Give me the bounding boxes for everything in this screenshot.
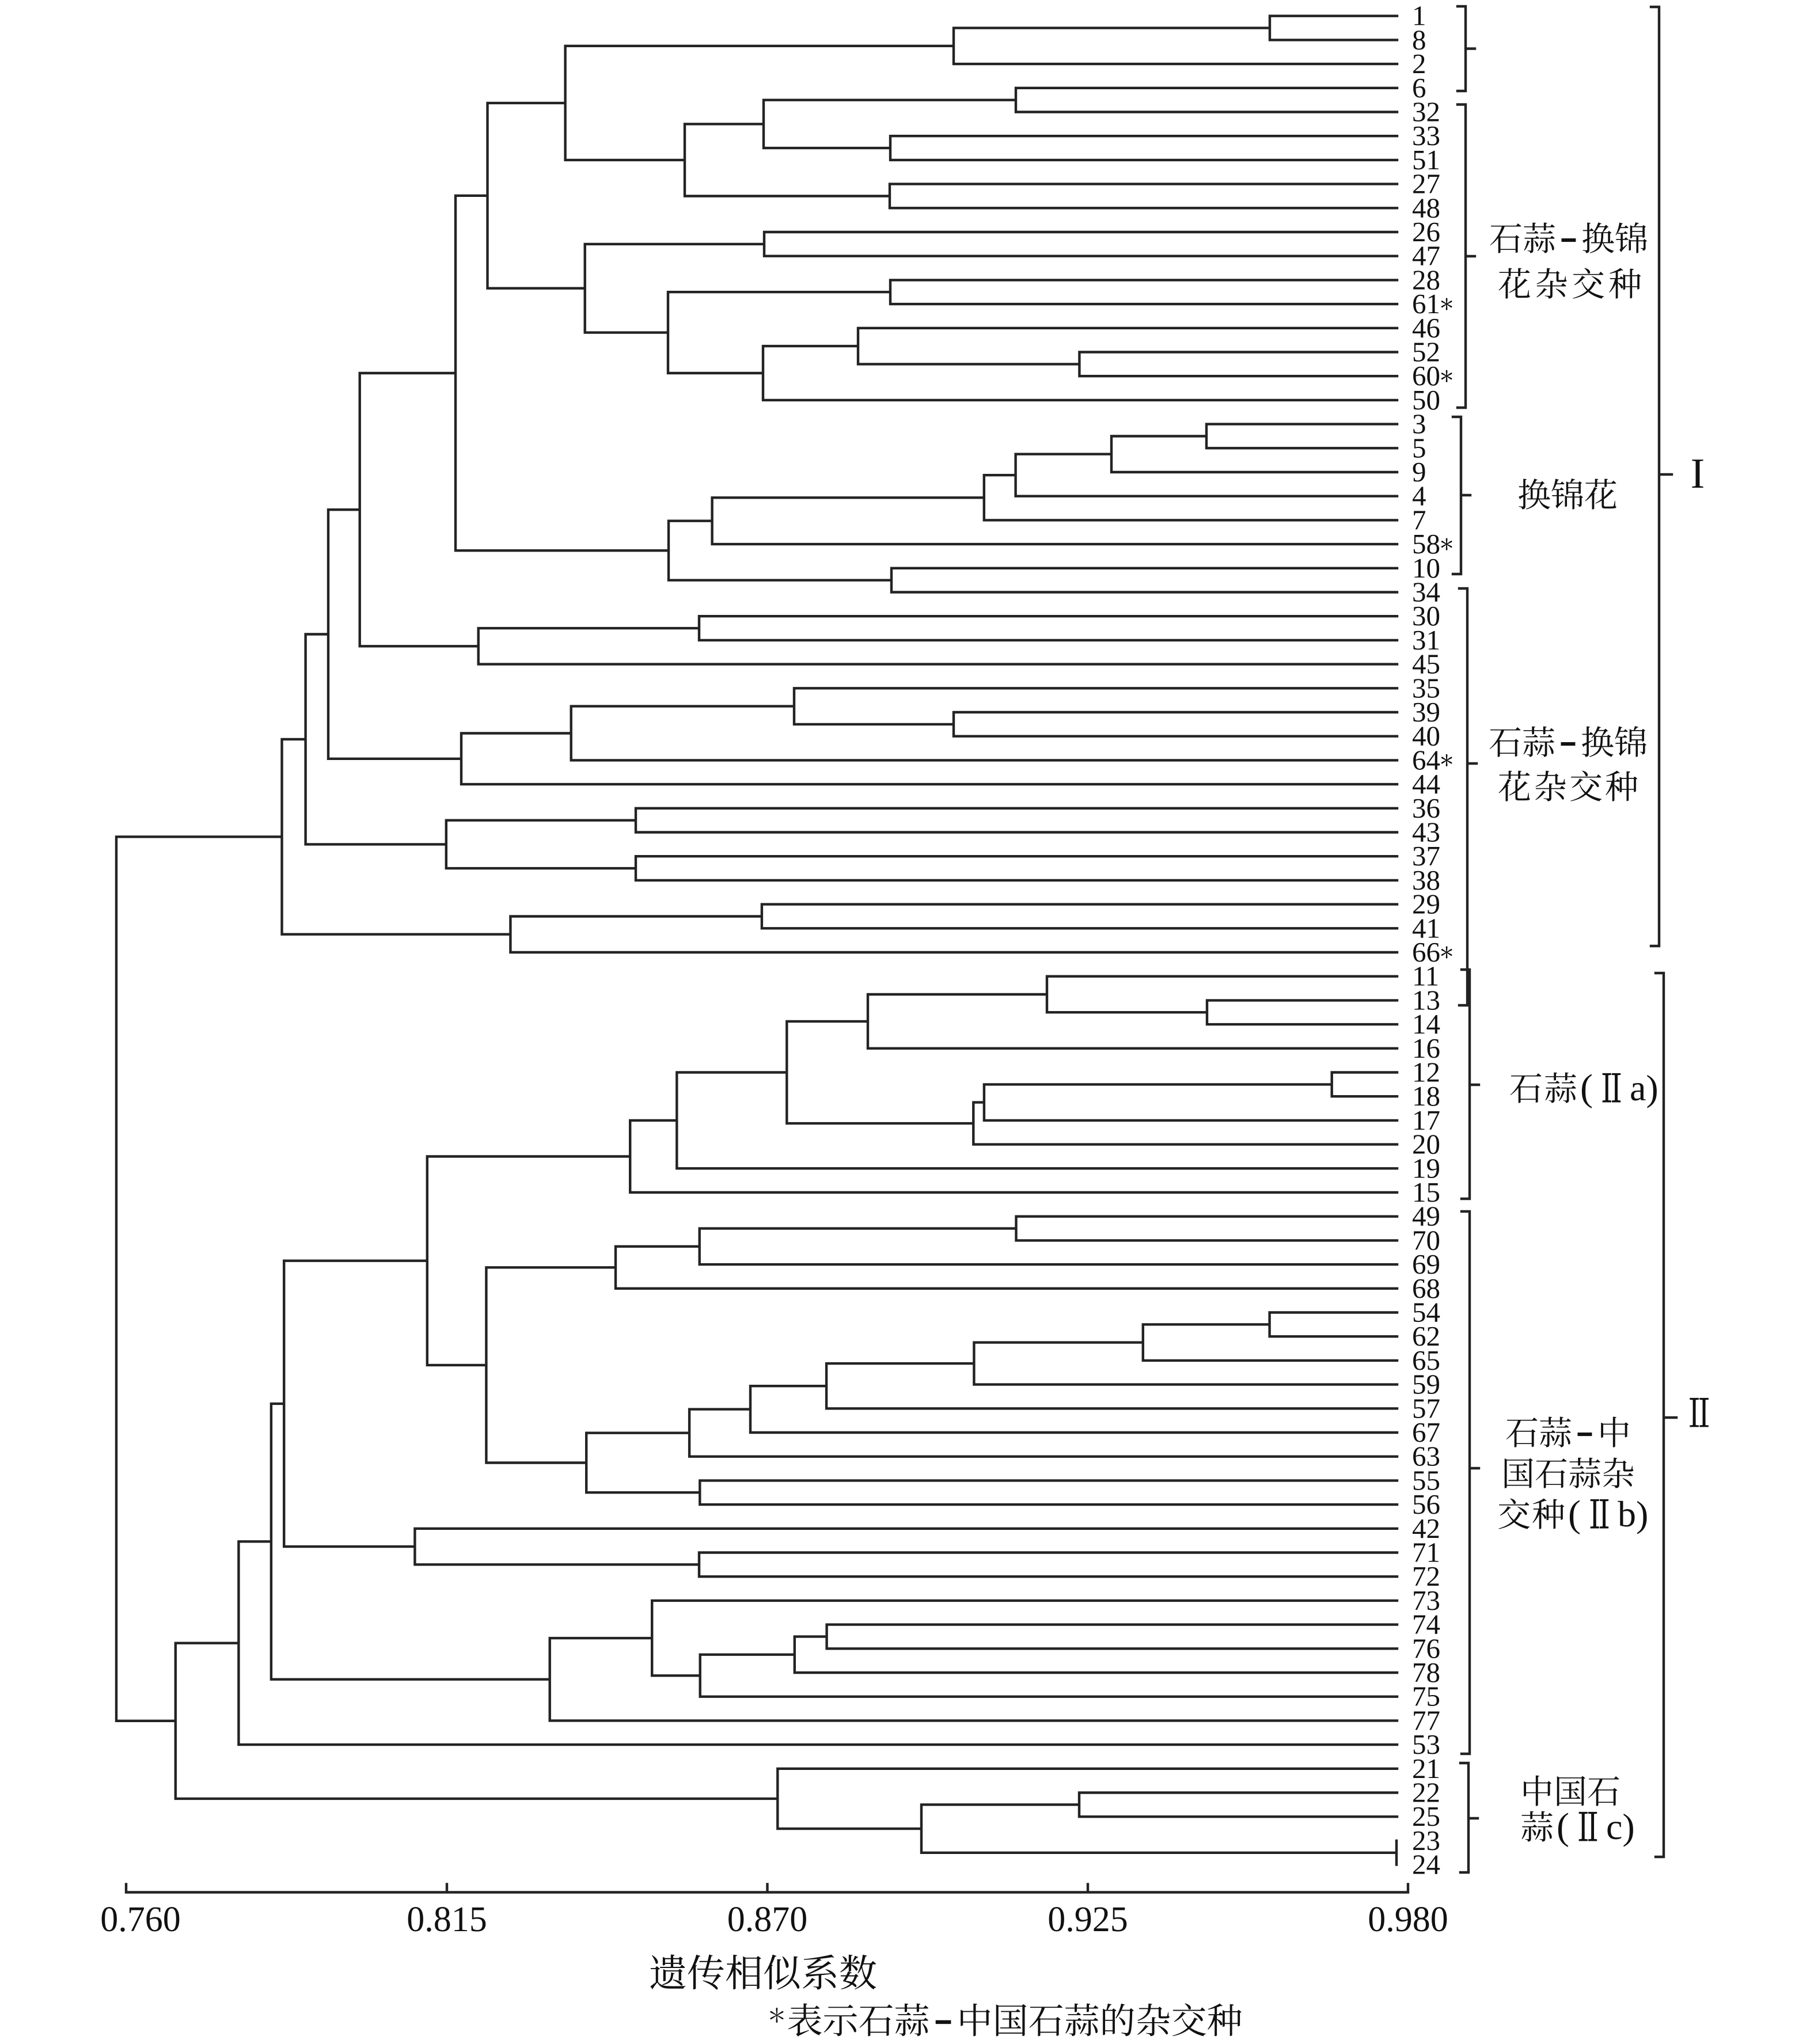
svg-text:77: 77 [1412, 1704, 1440, 1736]
svg-text:47: 47 [1412, 240, 1440, 272]
svg-text:32: 32 [1412, 96, 1440, 128]
svg-text:50: 50 [1412, 384, 1440, 416]
svg-text:43: 43 [1412, 816, 1440, 848]
svg-text:0.760: 0.760 [100, 1900, 181, 1939]
svg-text:55: 55 [1412, 1464, 1440, 1496]
svg-text:13: 13 [1412, 984, 1440, 1016]
svg-text:I: I [1691, 450, 1705, 497]
svg-text:35: 35 [1412, 672, 1440, 704]
svg-text:72: 72 [1412, 1560, 1440, 1592]
svg-text:56: 56 [1412, 1488, 1440, 1520]
svg-text:7: 7 [1412, 504, 1426, 535]
svg-text:30: 30 [1412, 600, 1440, 632]
svg-text:75: 75 [1412, 1681, 1440, 1712]
svg-text:39: 39 [1412, 696, 1440, 728]
svg-text:58: 58 [1412, 528, 1440, 560]
svg-text:62: 62 [1412, 1320, 1440, 1352]
svg-text:21: 21 [1412, 1753, 1440, 1784]
svg-text:64: 64 [1412, 744, 1440, 776]
svg-text:(: ( [1580, 1067, 1593, 1109]
svg-text:(: ( [1568, 1493, 1581, 1535]
svg-text:16: 16 [1412, 1032, 1440, 1064]
svg-text:70: 70 [1412, 1224, 1440, 1256]
svg-text:63: 63 [1412, 1441, 1440, 1472]
svg-text:40: 40 [1412, 720, 1440, 752]
svg-text:8: 8 [1412, 24, 1426, 55]
svg-text:48: 48 [1412, 192, 1440, 223]
svg-text:a): a) [1630, 1067, 1659, 1108]
svg-text:69: 69 [1412, 1248, 1440, 1280]
svg-text:23: 23 [1412, 1825, 1440, 1856]
svg-text:52: 52 [1412, 336, 1440, 368]
svg-text:11: 11 [1412, 960, 1439, 992]
svg-text:51: 51 [1412, 144, 1440, 176]
svg-text:78: 78 [1412, 1657, 1440, 1688]
svg-text:29: 29 [1412, 888, 1440, 920]
svg-text:49: 49 [1412, 1200, 1440, 1232]
svg-text:59: 59 [1412, 1369, 1440, 1400]
svg-text:66: 66 [1412, 936, 1440, 968]
svg-text:25: 25 [1412, 1800, 1440, 1832]
svg-text:9: 9 [1412, 456, 1426, 488]
svg-text:28: 28 [1412, 264, 1440, 295]
svg-text:0.980: 0.980 [1368, 1900, 1448, 1939]
svg-text:73: 73 [1412, 1585, 1440, 1616]
svg-text:4: 4 [1412, 480, 1426, 512]
svg-text:60: 60 [1412, 360, 1440, 392]
svg-text:53: 53 [1412, 1728, 1440, 1760]
svg-text:74: 74 [1412, 1609, 1440, 1640]
svg-text:67: 67 [1412, 1416, 1440, 1448]
svg-text:14: 14 [1412, 1008, 1440, 1040]
svg-text:c): c) [1606, 1806, 1635, 1847]
svg-text:37: 37 [1412, 840, 1440, 872]
svg-text:41: 41 [1412, 912, 1440, 944]
svg-text:22: 22 [1412, 1777, 1440, 1809]
svg-text:10: 10 [1412, 552, 1440, 584]
svg-text:6: 6 [1412, 72, 1426, 104]
svg-text:76: 76 [1412, 1632, 1440, 1664]
svg-text:36: 36 [1412, 792, 1440, 824]
svg-text:57: 57 [1412, 1392, 1440, 1424]
svg-text:44: 44 [1412, 768, 1440, 800]
svg-text:26: 26 [1412, 216, 1440, 248]
svg-text:17: 17 [1412, 1104, 1440, 1136]
svg-text:0.815: 0.815 [407, 1900, 487, 1939]
svg-text:0.925: 0.925 [1048, 1900, 1128, 1939]
svg-text:34: 34 [1412, 576, 1440, 608]
svg-text:3: 3 [1412, 408, 1426, 440]
svg-text:65: 65 [1412, 1344, 1440, 1376]
svg-text:5: 5 [1412, 432, 1426, 463]
svg-text:61: 61 [1412, 288, 1440, 320]
svg-text:42: 42 [1412, 1513, 1440, 1544]
svg-text:12: 12 [1412, 1057, 1440, 1088]
svg-text:27: 27 [1412, 168, 1440, 200]
svg-text:33: 33 [1412, 120, 1440, 151]
svg-text:0.870: 0.870 [727, 1900, 808, 1939]
svg-text:45: 45 [1412, 648, 1440, 680]
svg-text:2: 2 [1412, 48, 1426, 79]
svg-text:68: 68 [1412, 1272, 1440, 1304]
svg-text:19: 19 [1412, 1152, 1440, 1184]
svg-text:54: 54 [1412, 1297, 1440, 1328]
svg-text:(: ( [1557, 1806, 1569, 1848]
svg-text:38: 38 [1412, 864, 1440, 896]
svg-text:15: 15 [1412, 1176, 1440, 1208]
svg-text:31: 31 [1412, 624, 1440, 656]
svg-text:71: 71 [1412, 1537, 1440, 1568]
svg-text:24: 24 [1412, 1849, 1440, 1880]
svg-text:20: 20 [1412, 1129, 1440, 1160]
svg-text:46: 46 [1412, 312, 1440, 344]
svg-text:b): b) [1618, 1494, 1648, 1534]
svg-text:18: 18 [1412, 1080, 1440, 1112]
svg-text:1: 1 [1412, 0, 1426, 32]
